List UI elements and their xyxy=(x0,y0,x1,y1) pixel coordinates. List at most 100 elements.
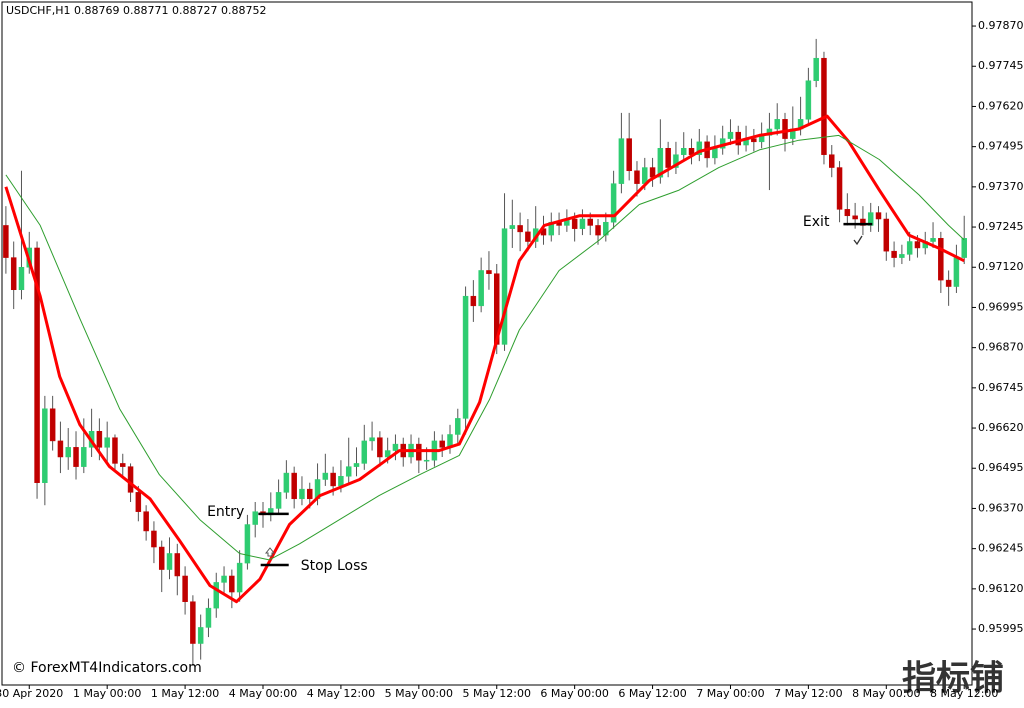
candle-body xyxy=(283,472,290,493)
candle-body xyxy=(174,553,181,577)
candle-body xyxy=(470,295,477,307)
candle-body xyxy=(104,437,110,448)
candle-body xyxy=(938,238,944,281)
x-tick-label: 1 May 12:00 xyxy=(151,687,219,700)
candle-body xyxy=(571,218,578,229)
candle-body xyxy=(353,463,360,467)
candle-body xyxy=(377,437,383,458)
candle-body xyxy=(626,138,632,172)
candle-body xyxy=(751,138,757,143)
x-tick-label: 4 May 00:00 xyxy=(229,687,297,700)
candle-body xyxy=(221,575,227,583)
y-tick-label: 0.95995 xyxy=(978,622,1024,635)
candle-body xyxy=(914,241,921,249)
candle-body xyxy=(665,148,671,168)
watermark: © ForexMT4Indicators.com xyxy=(12,660,202,676)
candle-body xyxy=(774,119,780,130)
candle-body xyxy=(120,463,126,467)
candle-body xyxy=(49,408,56,442)
candle-body xyxy=(829,154,835,168)
candle-body xyxy=(57,440,64,458)
candle-body xyxy=(10,257,17,291)
candle-body xyxy=(891,250,897,258)
candle-body xyxy=(727,131,734,139)
y-tick-label: 0.97120 xyxy=(978,260,1024,273)
candle-body xyxy=(361,440,368,464)
candle-body xyxy=(190,601,196,644)
x-tick-label: 6 May 00:00 xyxy=(540,687,608,700)
candle-body xyxy=(229,575,235,593)
candle-body xyxy=(392,443,399,451)
candle-body xyxy=(509,225,516,229)
candle-body xyxy=(813,57,819,81)
y-tick-label: 0.97245 xyxy=(978,220,1024,233)
candle-body xyxy=(338,476,344,487)
candle-body xyxy=(127,466,134,493)
candle-body xyxy=(252,511,258,525)
candle-body xyxy=(330,472,336,487)
x-tick-label: 5 May 12:00 xyxy=(463,687,531,700)
candle-body xyxy=(18,266,25,291)
x-tick-label: 8 May 12:00 xyxy=(930,687,998,700)
y-tick-label: 0.97870 xyxy=(978,19,1024,32)
candle-body xyxy=(883,218,890,252)
moving-average-line xyxy=(5,134,965,561)
x-tick-label: 4 May 12:00 xyxy=(307,687,375,700)
candle-body xyxy=(836,167,843,210)
candle-body xyxy=(291,472,297,500)
annotation-label: Entry xyxy=(207,504,244,520)
x-tick-label: 5 May 00:00 xyxy=(385,687,453,700)
candle-body xyxy=(322,472,329,480)
x-tick-label: 6 May 12:00 xyxy=(618,687,686,700)
candle-body xyxy=(961,238,967,258)
candle-body xyxy=(579,218,586,229)
candle-body xyxy=(899,254,905,258)
y-tick-label: 0.96620 xyxy=(978,421,1024,434)
y-tick-label: 0.97620 xyxy=(978,99,1024,112)
candle-body xyxy=(875,212,882,220)
candle-body xyxy=(369,437,375,442)
y-tick-label: 0.96745 xyxy=(978,381,1024,394)
candle-body xyxy=(953,257,960,287)
candle-body xyxy=(299,488,305,500)
candle-body xyxy=(135,492,142,512)
candle-body xyxy=(478,270,484,307)
candle-body xyxy=(735,131,742,146)
y-tick-label: 0.97495 xyxy=(978,140,1024,153)
candle-body xyxy=(96,431,103,448)
candle-body xyxy=(307,488,313,500)
candle-body xyxy=(821,57,827,155)
y-tick-label: 0.97745 xyxy=(978,59,1024,72)
candle-body xyxy=(696,141,703,155)
annotation-label: Exit xyxy=(803,214,830,230)
candle-body xyxy=(486,270,492,274)
candle-body xyxy=(384,450,391,458)
candle-body xyxy=(673,154,679,168)
candle-body xyxy=(158,546,165,570)
candle-body xyxy=(587,218,593,226)
candle-body xyxy=(782,119,788,139)
candle-body xyxy=(930,238,936,242)
entry-arrow-icon xyxy=(264,547,276,557)
candle-body xyxy=(906,241,913,255)
candle-body xyxy=(81,447,87,467)
candle-body xyxy=(525,231,531,242)
candle-body xyxy=(197,627,204,644)
candle-body xyxy=(423,459,430,462)
y-tick-label: 0.96245 xyxy=(978,542,1024,555)
candle-body xyxy=(852,215,858,220)
candle-body xyxy=(455,418,461,435)
candle-body xyxy=(860,218,866,226)
plot-frame xyxy=(1,1,973,686)
candle-body xyxy=(275,492,282,509)
candle-body xyxy=(805,80,812,120)
candle-body xyxy=(345,466,352,477)
x-tick-label: 8 May 00:00 xyxy=(852,687,920,700)
candle-body xyxy=(112,437,118,464)
candle-body xyxy=(236,562,243,593)
candle-body xyxy=(657,148,664,178)
y-tick-label: 0.96870 xyxy=(978,341,1024,354)
candle-body xyxy=(34,247,40,483)
plot-area xyxy=(3,38,967,667)
